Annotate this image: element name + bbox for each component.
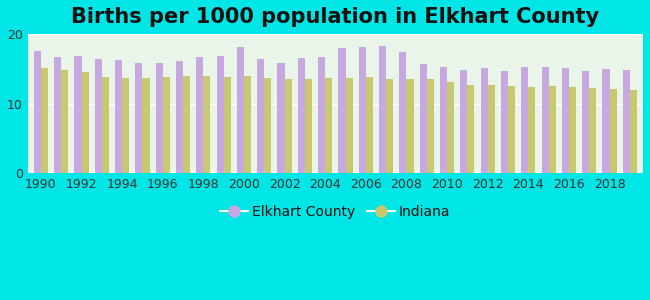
Bar [41,68,48,173]
Bar [603,69,610,173]
Bar [318,57,325,173]
Bar [54,57,61,173]
Bar [183,76,190,173]
Bar [467,85,474,173]
Legend: Elkhart County, Indiana: Elkhart County, Indiana [215,199,456,224]
Bar [142,78,150,173]
Bar [610,89,617,173]
Bar [224,77,231,173]
Bar [480,68,488,173]
Bar [440,68,447,173]
Bar [366,77,373,173]
Bar [196,57,203,173]
Bar [549,86,556,173]
Bar [203,76,211,173]
Bar [623,70,630,173]
Bar [74,56,81,173]
Bar [176,61,183,173]
Bar [81,72,88,173]
Bar [447,82,454,173]
Bar [95,59,102,173]
Bar [346,78,353,173]
Bar [359,47,366,173]
Bar [562,68,569,173]
Bar [501,71,508,173]
Bar [460,70,467,173]
Bar [386,79,393,173]
Bar [34,51,41,173]
Bar [265,78,272,173]
Bar [541,68,549,173]
Bar [216,56,224,173]
Bar [630,90,637,173]
Bar [569,87,576,173]
Bar [257,59,265,173]
Bar [155,62,162,173]
Bar [582,71,590,173]
Bar [102,77,109,173]
Bar [61,70,68,173]
Bar [285,79,292,173]
Bar [427,79,434,173]
Bar [339,48,346,173]
Bar [508,86,515,173]
Bar [488,85,495,173]
Bar [237,46,244,173]
Bar [521,67,528,173]
Bar [244,76,251,173]
Bar [122,78,129,173]
Bar [162,77,170,173]
Bar [135,63,142,173]
Bar [420,64,427,173]
Bar [379,46,386,173]
Bar [115,60,122,173]
Title: Births per 1000 population in Elkhart County: Births per 1000 population in Elkhart Co… [72,7,599,27]
Bar [278,63,285,173]
Bar [406,79,413,173]
Bar [528,87,536,173]
Bar [399,52,406,173]
Bar [305,79,312,173]
Bar [298,58,305,173]
Bar [325,78,332,173]
Bar [590,88,596,173]
